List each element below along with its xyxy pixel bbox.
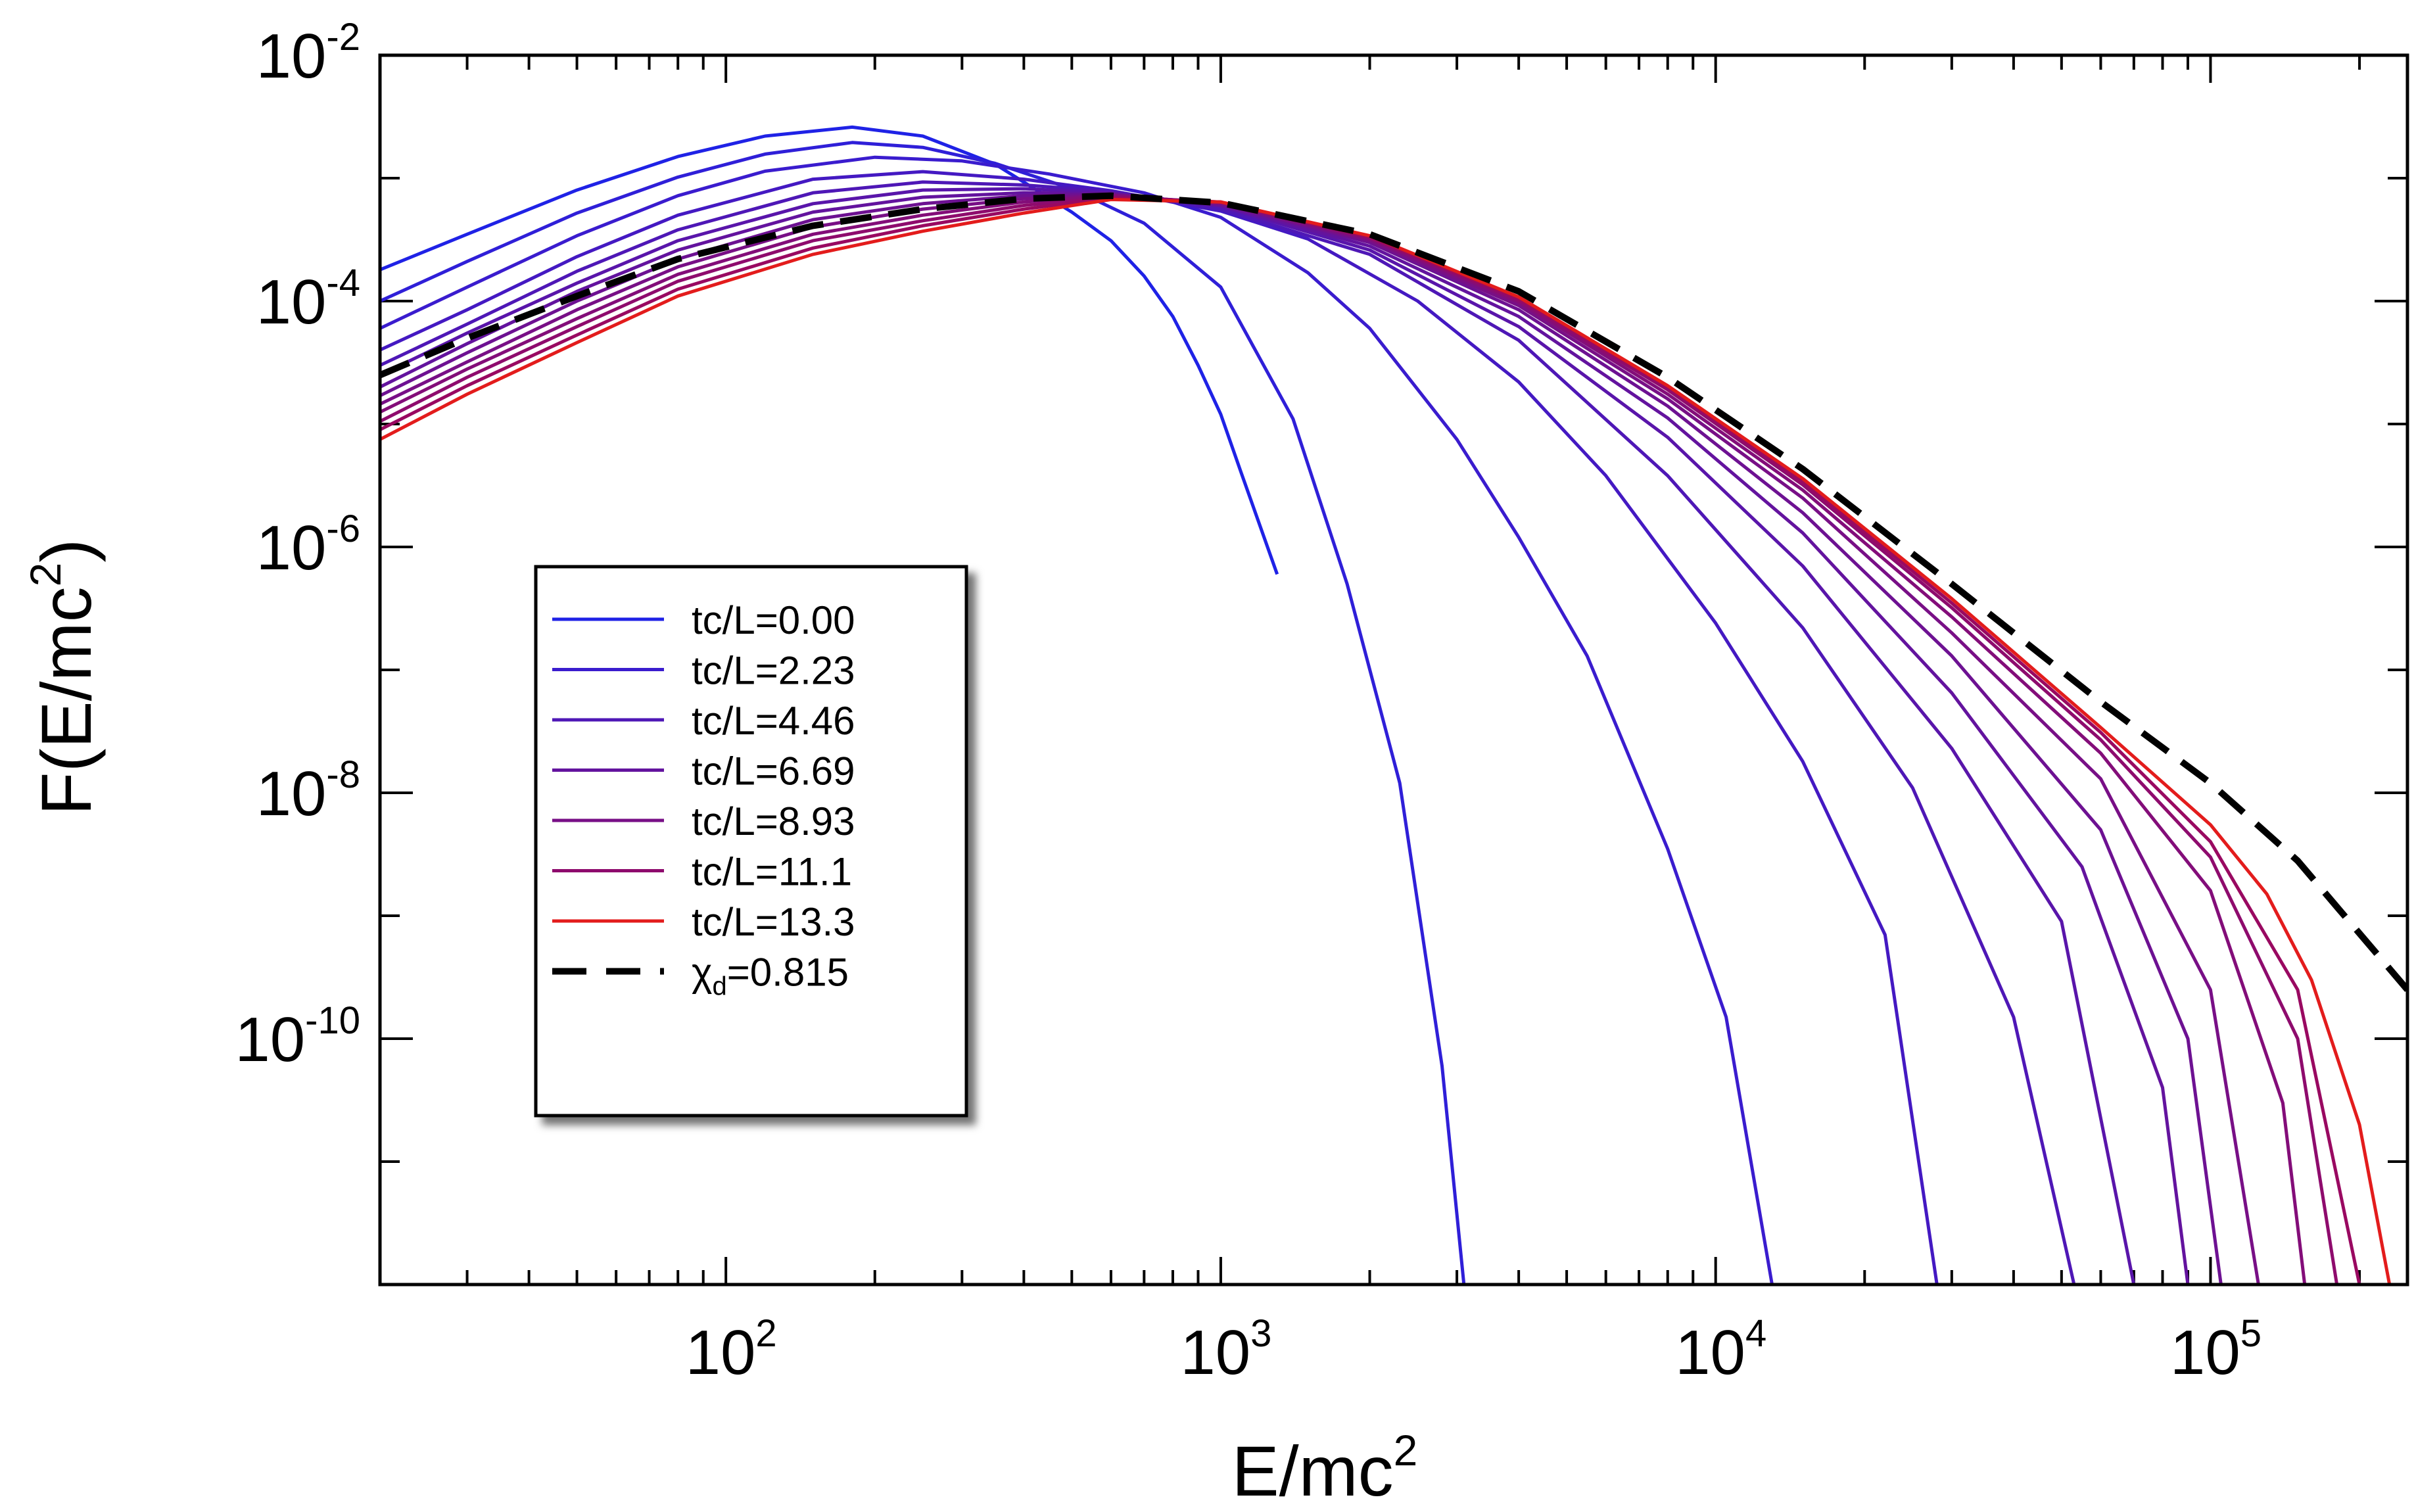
legend: tc/L=0.00 tc/L=2.23 tc/L=4.46 tc/L=6.69 tc/L… bbox=[534, 565, 968, 1118]
tick-labels: 102 103 104 105 10-2 10-4 10-6 10-8 10-10 bbox=[235, 16, 2262, 1388]
legend-label: tc/L=2.23 bbox=[692, 649, 855, 693]
series-layer bbox=[380, 125, 2407, 1285]
x-tick-label: 105 bbox=[2170, 1312, 2262, 1388]
fit-line-dashed bbox=[380, 192, 2407, 992]
y-tick-label: 10-4 bbox=[256, 262, 360, 337]
y-tick-label: 10-2 bbox=[256, 16, 360, 91]
y-tick-label: 10-10 bbox=[235, 999, 360, 1075]
plot-frame bbox=[378, 53, 2409, 1287]
legend-label: tc/L=11.1 bbox=[692, 850, 852, 894]
series-line-3 bbox=[380, 170, 1939, 1285]
legend-label: tc/L=13.3 bbox=[692, 900, 855, 944]
x-tick-label: 104 bbox=[1675, 1312, 1766, 1388]
x-axis-label: E/mc2 bbox=[1232, 1426, 1418, 1511]
y-tick-label: 10-8 bbox=[256, 753, 360, 829]
legend-box bbox=[534, 565, 968, 1118]
y-axis-label: F(E/mc2) bbox=[21, 539, 106, 816]
legend-label: tc/L=0.00 bbox=[692, 598, 855, 642]
x-tick-label: 102 bbox=[686, 1312, 777, 1388]
legend-label: tc/L=8.93 bbox=[692, 799, 855, 843]
series-line-1 bbox=[380, 141, 1466, 1285]
legend-label: tc/L=6.69 bbox=[692, 749, 855, 793]
legend-label: χd=0.815 bbox=[692, 951, 849, 1001]
series-line-12 bbox=[380, 198, 2392, 1285]
x-tick-label: 103 bbox=[1180, 1312, 1271, 1388]
series-line-0 bbox=[380, 125, 1279, 575]
legend-label: tc/L=4.46 bbox=[692, 699, 855, 743]
y-tick-label: 10-6 bbox=[256, 508, 360, 583]
